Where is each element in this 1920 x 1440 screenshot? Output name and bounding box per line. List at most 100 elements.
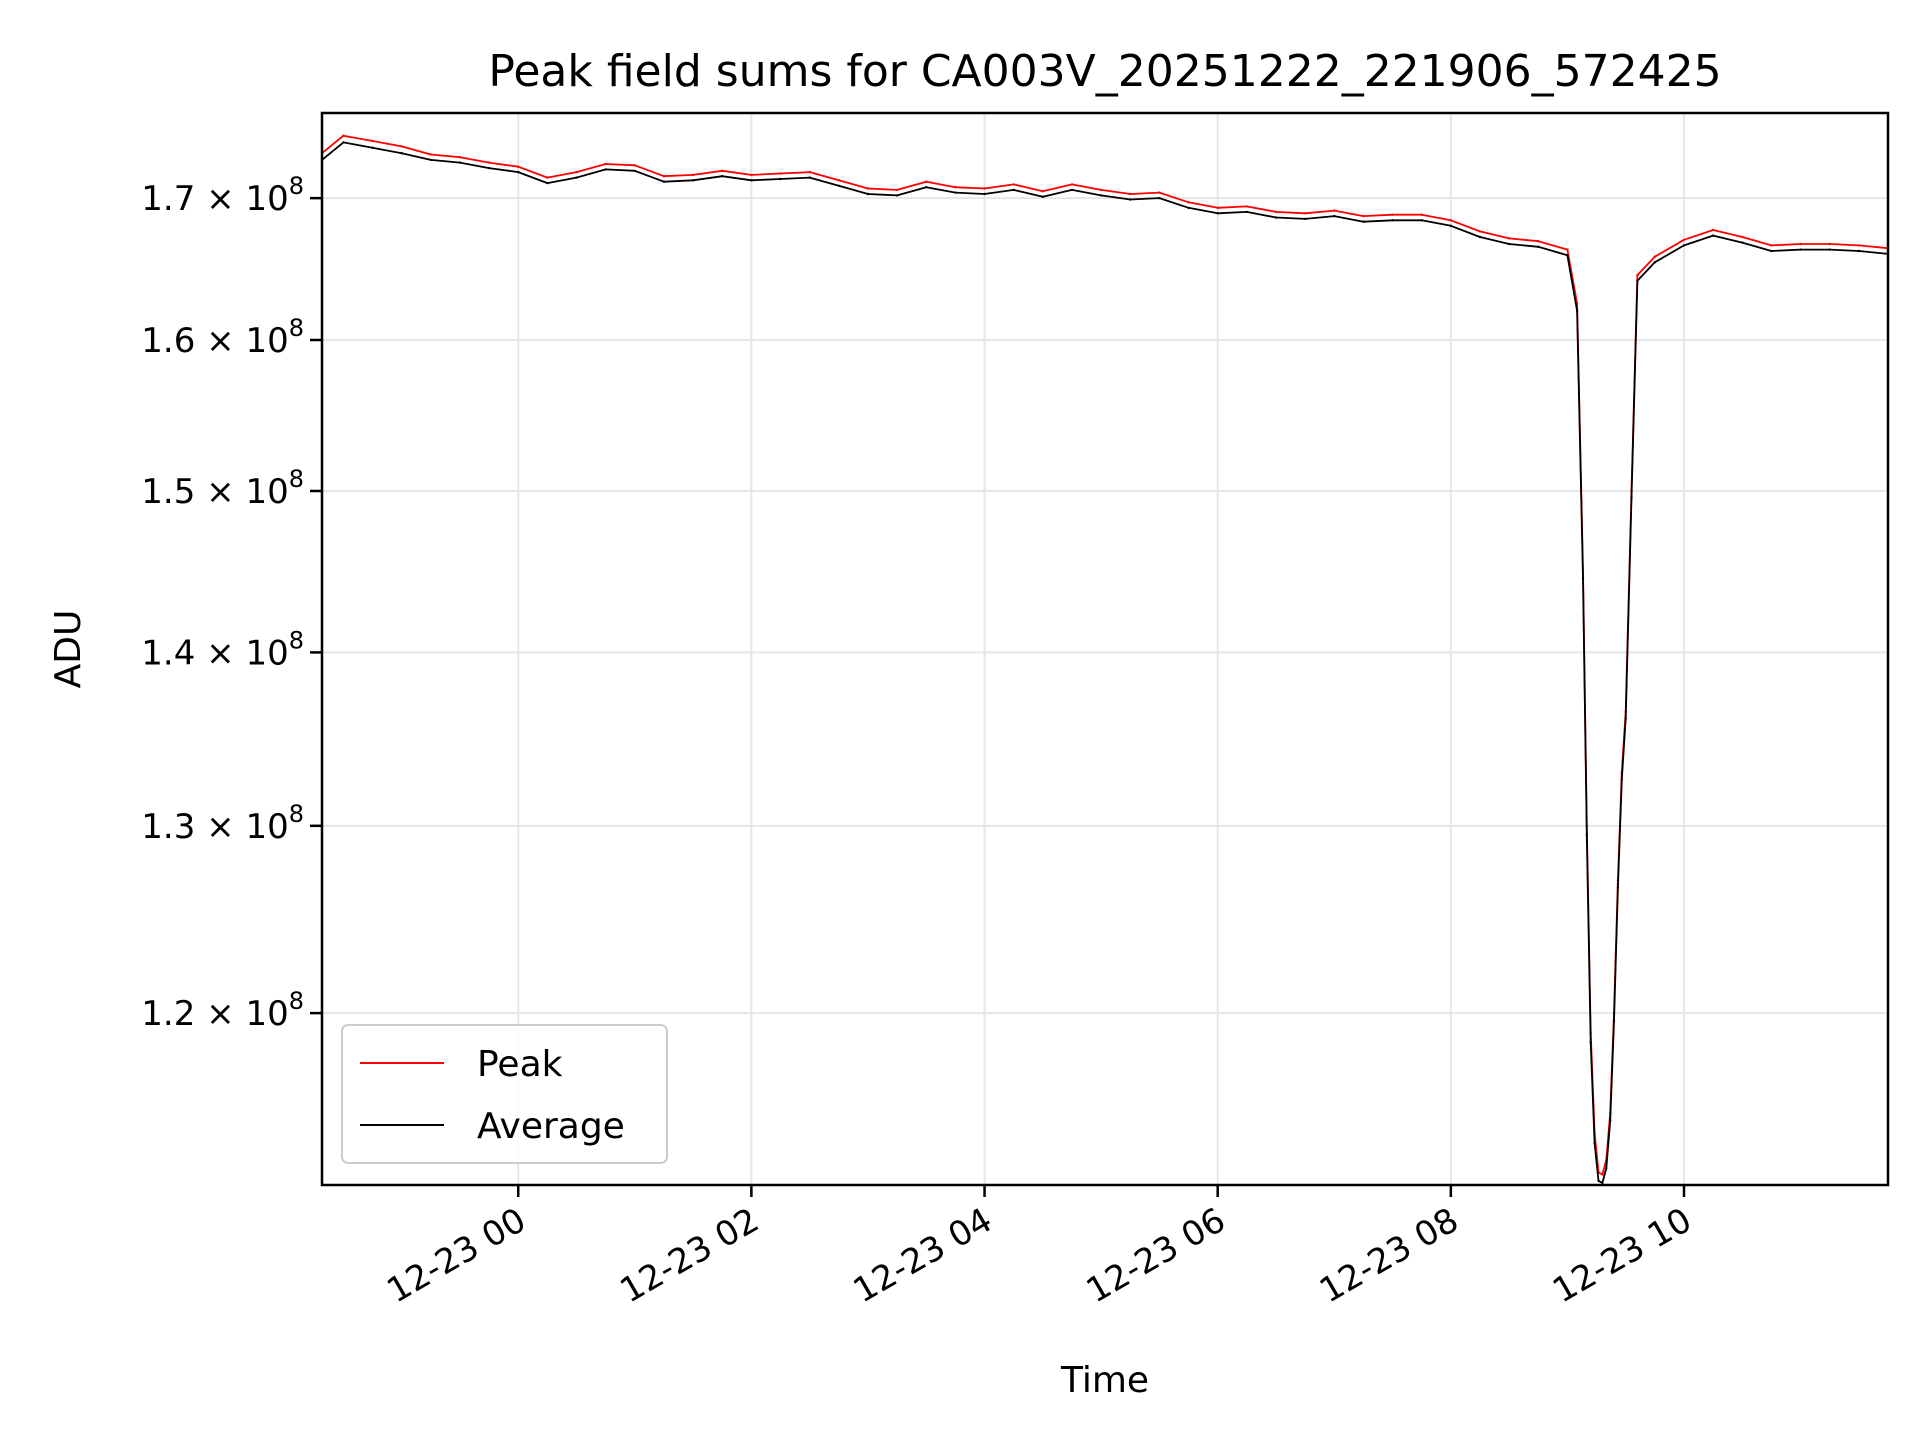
data-point: [342, 134, 345, 137]
data-point: [1129, 198, 1132, 201]
data-point: [895, 188, 899, 192]
data-point: [1589, 1041, 1592, 1044]
data-point: [1537, 240, 1540, 243]
data-point: [1303, 212, 1307, 215]
data-point: [1507, 237, 1511, 240]
data-point: [1012, 188, 1015, 192]
y-tick-label: 1.7 × 108: [141, 172, 304, 219]
data-point: [1041, 195, 1045, 198]
y-tick-label: 1.3 × 108: [141, 800, 304, 847]
data-point: [1070, 188, 1074, 192]
y-tick-times-ten: × 10: [195, 321, 288, 361]
data-point: [837, 184, 840, 187]
data-point: [546, 181, 549, 185]
data-point: [1362, 214, 1365, 218]
data-point: [633, 164, 636, 167]
data-point: [954, 186, 957, 189]
data-point: [575, 170, 578, 174]
data-point: [1420, 213, 1423, 216]
data-point: [1274, 216, 1278, 219]
data-point: [954, 191, 957, 194]
y-tick-exponent: 8: [289, 626, 304, 654]
data-point: [1620, 778, 1624, 781]
data-point: [400, 152, 403, 155]
data-point: [400, 145, 403, 148]
data-point: [1187, 201, 1190, 204]
grid-lines: [322, 113, 1888, 1185]
data-point: [1711, 228, 1715, 232]
data-point: [1682, 238, 1686, 241]
data-point: [1507, 242, 1511, 246]
y-tick-label: 1.5 × 108: [141, 465, 304, 512]
data-point: [895, 194, 899, 197]
y-tick-times-ten: × 10: [195, 179, 288, 219]
data-point: [633, 169, 636, 172]
y-tick-label: 1.2 × 108: [141, 987, 304, 1034]
data-point: [604, 162, 607, 166]
data-point: [1609, 1119, 1612, 1123]
data-point: [1636, 273, 1639, 277]
data-point: [575, 176, 578, 179]
data-point: [925, 186, 928, 189]
data-point: [487, 161, 491, 164]
data-point: [691, 173, 695, 177]
data-point: [429, 153, 432, 156]
data-point: [1653, 261, 1657, 264]
data-point: [1449, 224, 1453, 227]
data-point: [604, 168, 607, 171]
data-point: [1601, 1173, 1604, 1176]
data-point: [1362, 220, 1365, 223]
data-point: [1612, 1019, 1616, 1023]
y-tick-mantissa: 1.2: [141, 994, 195, 1034]
data-point: [1333, 209, 1336, 212]
series-average: [320, 141, 1890, 1185]
data-point: [1391, 219, 1394, 222]
y-tick-times-ten: × 10: [195, 994, 288, 1034]
data-point: [1303, 217, 1307, 221]
data-point: [1216, 206, 1219, 209]
data-point: [866, 192, 870, 196]
data-point: [1391, 213, 1394, 216]
y-tick-exponent: 8: [289, 987, 304, 1015]
data-point: [779, 172, 782, 175]
data-point: [1478, 230, 1482, 233]
data-point: [1158, 191, 1161, 194]
y-tick-mantissa: 1.7: [141, 179, 195, 219]
data-point: [1711, 234, 1715, 237]
data-point: [1187, 206, 1190, 209]
data-point: [458, 161, 462, 164]
data-point: [1741, 235, 1744, 239]
y-tick-mantissa: 1.4: [141, 633, 195, 673]
data-point: [1605, 1167, 1608, 1170]
data-point: [1581, 577, 1585, 580]
data-point: [1216, 212, 1219, 215]
data-point: [1041, 190, 1045, 193]
y-tick-label: 1.6 × 108: [141, 314, 304, 361]
y-tick-exponent: 8: [289, 172, 304, 200]
data-point: [1245, 210, 1249, 214]
y-tick-times-ten: × 10: [195, 472, 288, 512]
plot-series: [320, 134, 1890, 1185]
data-point: [371, 139, 374, 143]
legend-label-average: Average: [477, 1106, 625, 1147]
data-point: [1616, 886, 1620, 889]
legend: Peak Average: [341, 1024, 668, 1164]
y-tick-times-ten: × 10: [195, 807, 288, 847]
legend-box: [341, 1024, 668, 1164]
x-axis-label: Time: [1060, 1360, 1149, 1401]
data-point: [779, 177, 782, 181]
data-point: [1537, 245, 1540, 248]
data-point: [546, 176, 549, 179]
data-point: [1245, 205, 1249, 208]
data-point: [750, 179, 753, 182]
data-point: [662, 175, 666, 178]
data-point: [1770, 249, 1773, 253]
y-tick-exponent: 8: [289, 800, 304, 828]
y-tick-exponent: 8: [289, 314, 304, 342]
y-tick-mantissa: 1.3: [141, 807, 195, 847]
legend-label-peak: Peak: [477, 1044, 563, 1085]
chart-title: Peak field sums for CA003V_20251222_2219…: [488, 46, 1721, 97]
data-point: [1630, 496, 1633, 499]
